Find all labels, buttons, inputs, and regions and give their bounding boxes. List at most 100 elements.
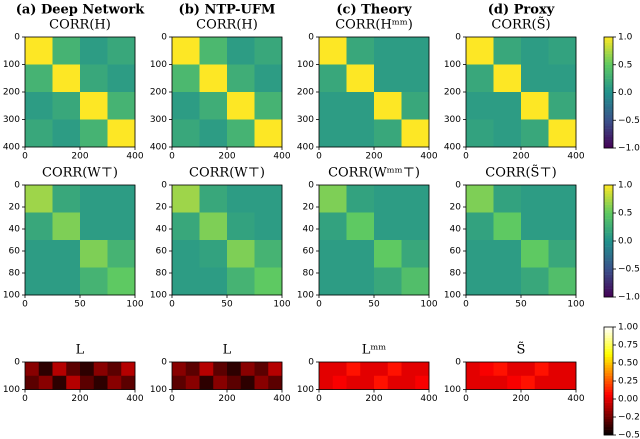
heatmap-cell	[172, 185, 200, 213]
colorbar-gradient	[604, 136, 613, 140]
colorbar-gradient	[604, 201, 613, 205]
y-tick-label: 300	[150, 115, 167, 125]
colorbar-tick-label: −0.5	[618, 116, 640, 126]
y-tick-label: 0	[161, 358, 167, 368]
x-tick-label: 200	[512, 152, 529, 162]
heatmap-cell	[374, 212, 402, 241]
x-tick-label: 0	[22, 152, 28, 162]
colorbar-gradient	[604, 42, 613, 46]
y-tick-label: 100	[297, 385, 314, 395]
heatmap-cell	[548, 185, 577, 213]
heatmap-cell	[107, 212, 136, 241]
heatmap-cell	[360, 362, 375, 377]
heatmap-cell	[25, 362, 40, 377]
y-tick-label: 40	[156, 225, 168, 235]
heatmap-cell	[521, 92, 549, 120]
colorbar-tick-label: 1.0	[618, 33, 633, 43]
heatmap-cell	[254, 119, 283, 148]
heatmap-cell	[548, 267, 577, 296]
heatmap-cell	[80, 267, 108, 296]
y-tick-label: 100	[150, 385, 167, 395]
heatmap-cell	[548, 212, 577, 241]
colorbar-gradient	[604, 283, 613, 287]
colorbar-tick-label: 0.50	[618, 359, 638, 369]
colorbar-gradient	[604, 185, 613, 189]
colorbar-gradient	[604, 81, 613, 85]
x-tick-label: 50	[368, 300, 380, 310]
heatmap-cell	[107, 185, 136, 213]
colorbar-gradient	[604, 53, 613, 57]
colorbar-gradient	[604, 128, 613, 132]
panel-subtitle: CORR(Wᵐᵐ⊤)	[328, 166, 420, 181]
heatmap-cell	[227, 37, 255, 65]
colorbar-gradient	[604, 67, 613, 71]
heatmap-cell	[25, 92, 53, 120]
colorbar-gradient	[604, 56, 613, 60]
heatmap-cell	[374, 375, 389, 390]
heatmap-cell	[268, 375, 283, 390]
heatmap-cell	[466, 375, 481, 390]
y-tick-label: 100	[444, 385, 461, 395]
heatmap-cell	[401, 37, 430, 65]
heatmap-cell	[346, 267, 375, 296]
heatmap-cell	[172, 119, 200, 148]
colorbar-gradient	[604, 86, 613, 91]
colorbar-gradient	[604, 391, 613, 395]
heatmap-cell	[319, 375, 334, 390]
colorbar-gradient	[604, 218, 613, 222]
colorbar-gradient	[604, 109, 613, 113]
x-tick-label: 0	[22, 300, 28, 310]
heatmap-cell	[548, 240, 577, 268]
colorbar-gradient	[604, 84, 613, 88]
heatmap-cell	[346, 212, 375, 241]
colorbar-gradient	[604, 89, 613, 93]
heatmap-cell	[80, 64, 108, 93]
heatmap-cell	[107, 64, 136, 93]
colorbar-gradient	[604, 117, 613, 121]
y-tick-label: 60	[156, 247, 168, 257]
heatmap-cell	[213, 362, 228, 377]
heatmap-cell	[374, 92, 402, 120]
panel-subtitle: CORR(W⊤)	[42, 166, 118, 181]
colorbar-gradient	[604, 359, 613, 363]
colorbar-gradient	[604, 190, 613, 194]
colorbar-gradient	[604, 418, 613, 422]
x-tick-label: 0	[316, 300, 322, 310]
x-tick-label: 50	[515, 300, 527, 310]
heatmap-cell	[52, 37, 81, 65]
heatmap-cell	[80, 240, 108, 268]
heatmap-cell	[319, 92, 347, 120]
colorbar-tick-label: 0.75	[618, 341, 638, 351]
colorbar-gradient	[604, 78, 613, 82]
heatmap-cell	[254, 185, 283, 213]
heatmap-cell	[401, 185, 430, 213]
colorbar-gradient	[604, 280, 613, 284]
y-tick-label: 80	[450, 269, 462, 279]
heatmap-cell	[493, 375, 508, 390]
heatmap-cell	[493, 362, 508, 377]
heatmap-cell	[401, 267, 430, 296]
heatmap-cell	[199, 375, 214, 390]
heatmap-cell	[387, 362, 402, 377]
heatmap-cell	[25, 119, 53, 148]
colorbar-gradient	[604, 224, 613, 228]
colorbar-gradient	[604, 294, 613, 298]
heatmap-cell	[374, 64, 402, 93]
y-tick-label: 80	[156, 269, 168, 279]
heatmap-cell	[401, 64, 430, 93]
colorbar-gradient	[604, 210, 613, 214]
heatmap-cell	[80, 92, 108, 120]
colorbar-gradient	[604, 221, 613, 225]
heatmap-cell	[199, 92, 228, 120]
colorbar-gradient	[604, 345, 613, 349]
x-tick-label: 0	[169, 152, 175, 162]
heatmap-cell	[107, 92, 136, 120]
colorbar-gradient	[604, 227, 613, 231]
heatmap-cell	[268, 362, 283, 377]
x-tick-label: 400	[420, 394, 437, 404]
heatmap-cell	[254, 92, 283, 120]
heatmap-cell	[346, 185, 375, 213]
heatmap-cell	[254, 240, 283, 268]
heatmap-cell	[52, 362, 67, 377]
